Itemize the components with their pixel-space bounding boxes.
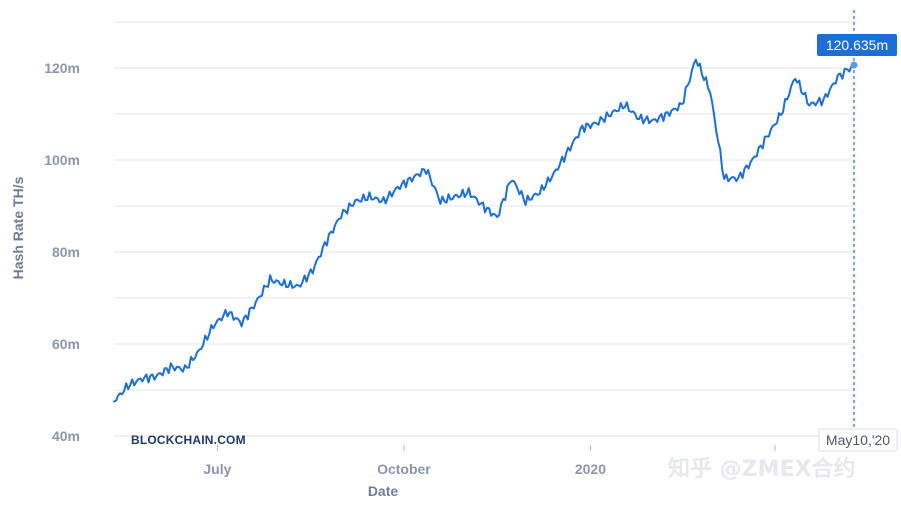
hover-value-badge: 120.635m: [817, 34, 897, 56]
hash-rate-series-line: [113, 58, 855, 403]
grid-lines: [114, 21, 854, 437]
y-tick-label: 40m: [52, 428, 80, 444]
y-tick-label: 100m: [44, 152, 80, 168]
watermark-text: 知乎 @ZMEX合约: [668, 456, 856, 482]
hover-date-label: May10,'20: [826, 432, 890, 448]
y-axis-title: Hash Rate TH/s: [10, 176, 26, 279]
y-tick-label: 80m: [52, 244, 80, 260]
y-axis-ticks: 40m 60m 80m 100m 120m: [44, 60, 80, 444]
brand-logo-text: BLOCKCHAIN.COM: [131, 433, 246, 447]
y-tick-label: 120m: [44, 60, 80, 76]
x-axis-ticks: July October 2020: [203, 445, 776, 477]
x-tick-label: October: [377, 461, 431, 477]
hover-value-badge-background: [817, 34, 897, 56]
hover-value-label: 120.635m: [826, 37, 888, 53]
x-tick-label: 2020: [575, 461, 606, 477]
x-axis-title: Date: [368, 483, 399, 499]
hover-point-marker: [850, 61, 858, 69]
hover-date-badge: May10,'20: [818, 428, 898, 452]
hover-date-badge-background: [818, 428, 898, 452]
y-tick-label: 60m: [52, 336, 80, 352]
x-tick-label: July: [203, 461, 231, 477]
